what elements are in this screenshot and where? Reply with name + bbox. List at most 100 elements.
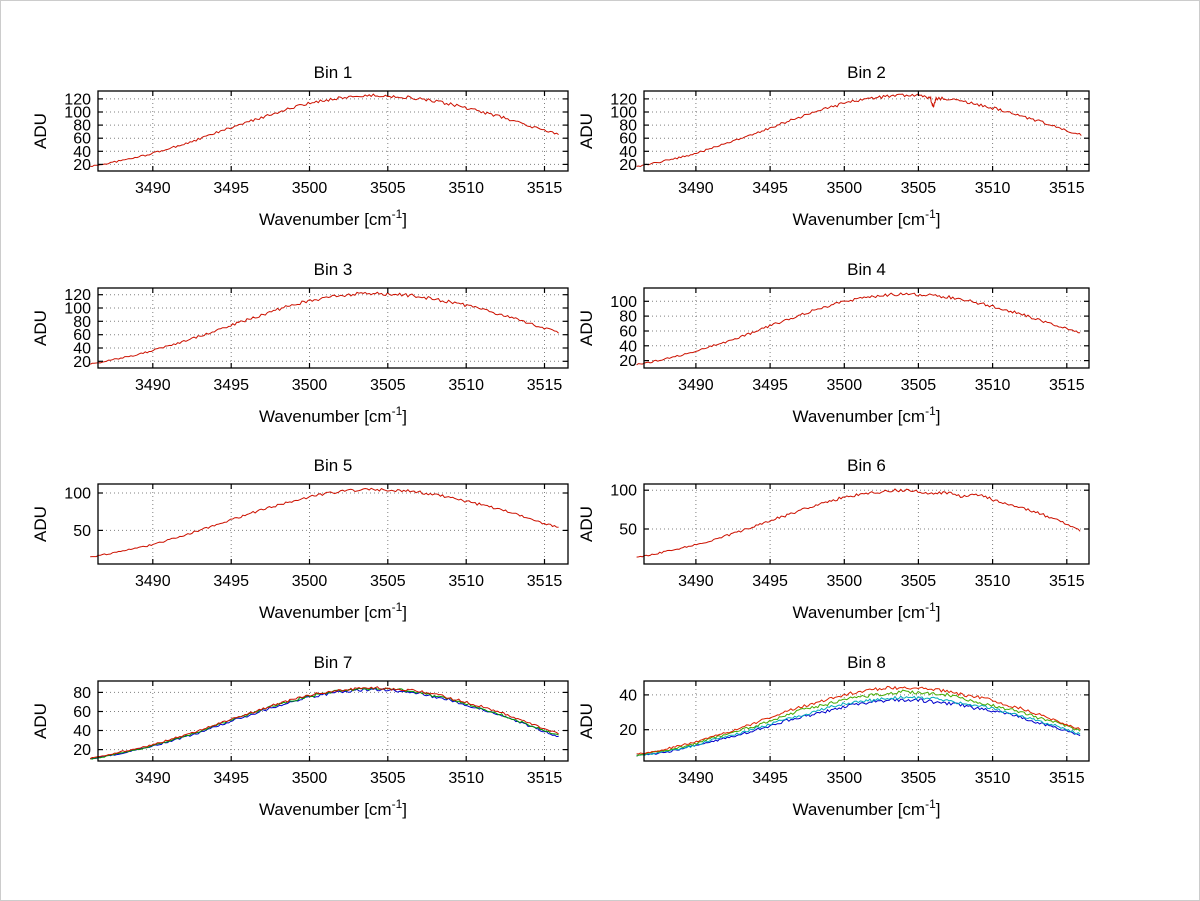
bin-3-series-red — [89, 291, 559, 365]
svg-text:60: 60 — [619, 131, 637, 148]
bin-1-xlabel: Wavenumber [cm-1] — [259, 207, 407, 229]
svg-text:40: 40 — [619, 687, 637, 704]
bin-3-x-tick-labels: 3490 3495 3500 3505 3510 3515 — [135, 377, 562, 394]
svg-text:3500: 3500 — [292, 770, 328, 787]
svg-text:3505: 3505 — [370, 573, 406, 590]
bin-7-tick-marks — [98, 681, 568, 761]
bin-1-series — [90, 93, 559, 168]
bin-2-series-red — [636, 93, 1082, 168]
bin-8-series — [636, 685, 1081, 757]
svg-text:3495: 3495 — [752, 377, 788, 394]
bin-3-axes-box — [97, 287, 569, 369]
bin-6-series-red — [636, 488, 1081, 558]
bin-3-tick-marks — [98, 288, 568, 368]
bin-3-series — [89, 291, 559, 365]
svg-text:100: 100 — [64, 486, 91, 503]
svg-text:3500: 3500 — [827, 377, 863, 394]
svg-text:3490: 3490 — [678, 573, 714, 590]
bin-7-series — [89, 686, 559, 760]
subplot-bin-4: Bin 4 3490 3495 3500 3505 3510 3515 20406080100… — [577, 260, 1090, 426]
bin-3-ylabel: ADU — [31, 310, 50, 346]
bin-2-title: Bin 2 — [847, 63, 886, 82]
bin-5-title: Bin 5 — [314, 456, 353, 475]
subplot-bin-5: Bin 5 3490 3495 3500 3505 3510 3515 50 100 Wavenu… — [31, 456, 569, 622]
svg-text:100: 100 — [64, 105, 91, 122]
svg-text:3510: 3510 — [448, 377, 484, 394]
bin-6-title: Bin 6 — [847, 456, 886, 475]
bin-4-x-tick-labels: 3490 3495 3500 3505 3510 3515 — [678, 377, 1085, 394]
bin-8-xlabel: Wavenumber [cm-1] — [793, 797, 941, 819]
svg-text:3490: 3490 — [678, 180, 714, 197]
svg-text:3500: 3500 — [827, 770, 863, 787]
svg-text:80: 80 — [619, 118, 637, 135]
svg-text:100: 100 — [610, 105, 637, 122]
svg-text:3500: 3500 — [292, 377, 328, 394]
svg-text:3515: 3515 — [1049, 180, 1085, 197]
bin-5-xlabel: Wavenumber [cm-1] — [259, 600, 407, 622]
svg-text:120: 120 — [64, 91, 91, 108]
svg-text:20: 20 — [73, 157, 91, 174]
bin-1-axes-box — [97, 90, 569, 172]
subplot-bin-6: Bin 6 3490 3495 3500 3505 3510 3515 50 100 Wavenu… — [577, 456, 1090, 622]
svg-text:3495: 3495 — [213, 377, 249, 394]
svg-text:3500: 3500 — [292, 180, 328, 197]
bin-4-series-red — [636, 292, 1081, 366]
bin-8-series-red — [636, 685, 1081, 755]
bin-4-ylabel: ADU — [577, 310, 596, 346]
svg-text:80: 80 — [619, 309, 637, 326]
svg-text:3495: 3495 — [752, 180, 788, 197]
svg-text:80: 80 — [73, 314, 91, 331]
svg-text:3505: 3505 — [901, 377, 937, 394]
bin-2-xlabel: Wavenumber [cm-1] — [793, 207, 941, 229]
svg-text:3515: 3515 — [1049, 377, 1085, 394]
bin-7-xlabel: Wavenumber [cm-1] — [259, 797, 407, 819]
bin-1-title: Bin 1 — [314, 63, 353, 82]
bin-2-x-tick-labels: 3490 3495 3500 3505 3510 3515 — [678, 180, 1085, 197]
svg-text:3495: 3495 — [752, 770, 788, 787]
svg-text:50: 50 — [619, 522, 637, 539]
svg-text:3500: 3500 — [827, 573, 863, 590]
bin-8-ylabel: ADU — [577, 703, 596, 739]
bin-4-xlabel: Wavenumber [cm-1] — [793, 404, 941, 426]
bin-4-title: Bin 4 — [847, 260, 886, 279]
svg-text:120: 120 — [64, 287, 91, 304]
subplot-bin-1: Bin 1 3490 3495 3500 3505 3510 3515 20406080100… — [31, 63, 569, 229]
svg-text:3505: 3505 — [370, 770, 406, 787]
bin-1-series-red — [90, 93, 559, 168]
svg-text:60: 60 — [73, 131, 91, 148]
bin-3-title: Bin 3 — [314, 260, 353, 279]
bin-5-grid — [98, 484, 568, 564]
bin-5-series — [90, 487, 559, 558]
svg-text:80: 80 — [73, 118, 91, 135]
bin-2-grid — [644, 91, 1089, 171]
svg-text:60: 60 — [619, 324, 637, 341]
svg-text:50: 50 — [73, 523, 91, 540]
bin-7-series-blue — [90, 687, 559, 760]
subplot-bin-3: Bin 3 3490 3495 3500 3505 3510 3515 20406080100… — [31, 260, 569, 426]
svg-text:40: 40 — [619, 144, 637, 161]
bin-5-axes-box — [97, 483, 569, 565]
bin-7-ylabel: ADU — [31, 703, 50, 739]
bin-6-y-tick-labels: 50 100 — [610, 483, 637, 539]
svg-text:100: 100 — [610, 294, 637, 311]
bin-1-x-tick-labels: 3490 3495 3500 3505 3510 3515 — [135, 180, 562, 197]
svg-text:20: 20 — [619, 157, 637, 174]
bin-6-series — [636, 488, 1081, 558]
svg-text:20: 20 — [619, 353, 637, 370]
bin-8-series-cyan — [636, 695, 1081, 756]
svg-text:3515: 3515 — [1049, 573, 1085, 590]
svg-text:3505: 3505 — [370, 180, 406, 197]
svg-text:3510: 3510 — [448, 180, 484, 197]
bin-6-tick-marks — [644, 484, 1089, 564]
svg-text:40: 40 — [73, 144, 91, 161]
bin-2-series — [636, 93, 1082, 168]
svg-text:3515: 3515 — [1049, 770, 1085, 787]
bin-6-axes-box — [643, 483, 1090, 565]
bin-7-series-red — [89, 686, 559, 760]
